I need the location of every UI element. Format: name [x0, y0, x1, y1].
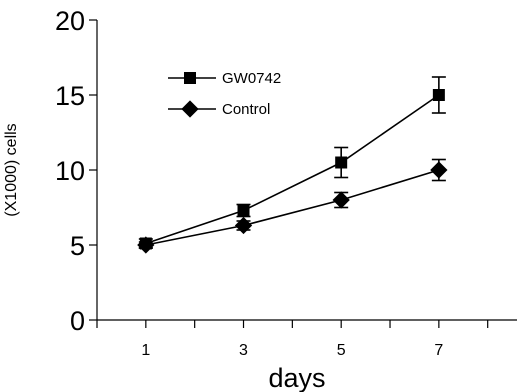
series-gw0742 [138, 76, 446, 250]
legend: GW0742 Control [168, 70, 281, 118]
diamond-marker [430, 161, 448, 179]
series-line [145, 169, 440, 246]
diamond-marker [181, 100, 199, 118]
axes [96, 20, 517, 321]
diamond-marker [137, 236, 155, 254]
legend-label: Control [222, 101, 270, 118]
legend-item-gw0742: GW0742 [168, 70, 281, 87]
y-ticks: 0 5 10 15 20 [55, 6, 97, 336]
legend-label: GW0742 [222, 70, 281, 87]
series-line [145, 94, 440, 245]
y-axis-title: (X1000) cells [3, 123, 20, 216]
y-tick-label: 5 [70, 231, 85, 261]
series-control [137, 158, 448, 254]
series-layer [137, 76, 448, 254]
square-marker [237, 204, 250, 217]
x-ticks: 1 3 5 7 [96, 320, 489, 359]
y-tick-label: 20 [55, 6, 85, 36]
x-tick-label: 7 [434, 342, 443, 359]
square-marker [184, 72, 196, 84]
x-axis-title: days [268, 363, 325, 392]
y-tick-label: 0 [70, 306, 85, 336]
legend-item-control: Control [168, 100, 270, 118]
x-tick-label: 3 [239, 342, 248, 359]
square-marker [432, 89, 445, 101]
y-tick-label: 10 [55, 156, 85, 186]
x-tick-label: 1 [141, 342, 150, 359]
x-tick-label: 5 [337, 342, 346, 359]
y-tick-label: 15 [55, 81, 85, 111]
square-marker [335, 156, 348, 169]
diamond-marker [332, 191, 350, 209]
diamond-marker [234, 216, 253, 235]
